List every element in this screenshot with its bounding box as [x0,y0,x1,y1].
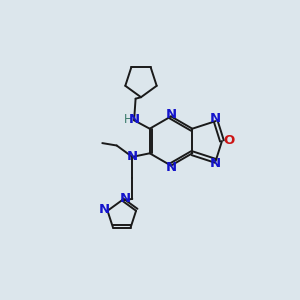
Text: N: N [120,192,131,206]
Text: N: N [165,161,177,174]
Text: H: H [124,113,133,126]
Text: N: N [98,203,110,216]
Text: N: N [128,113,140,126]
Text: O: O [223,134,234,148]
Text: N: N [210,112,221,124]
Text: N: N [210,158,221,170]
Text: N: N [165,108,177,121]
Text: N: N [127,150,138,164]
